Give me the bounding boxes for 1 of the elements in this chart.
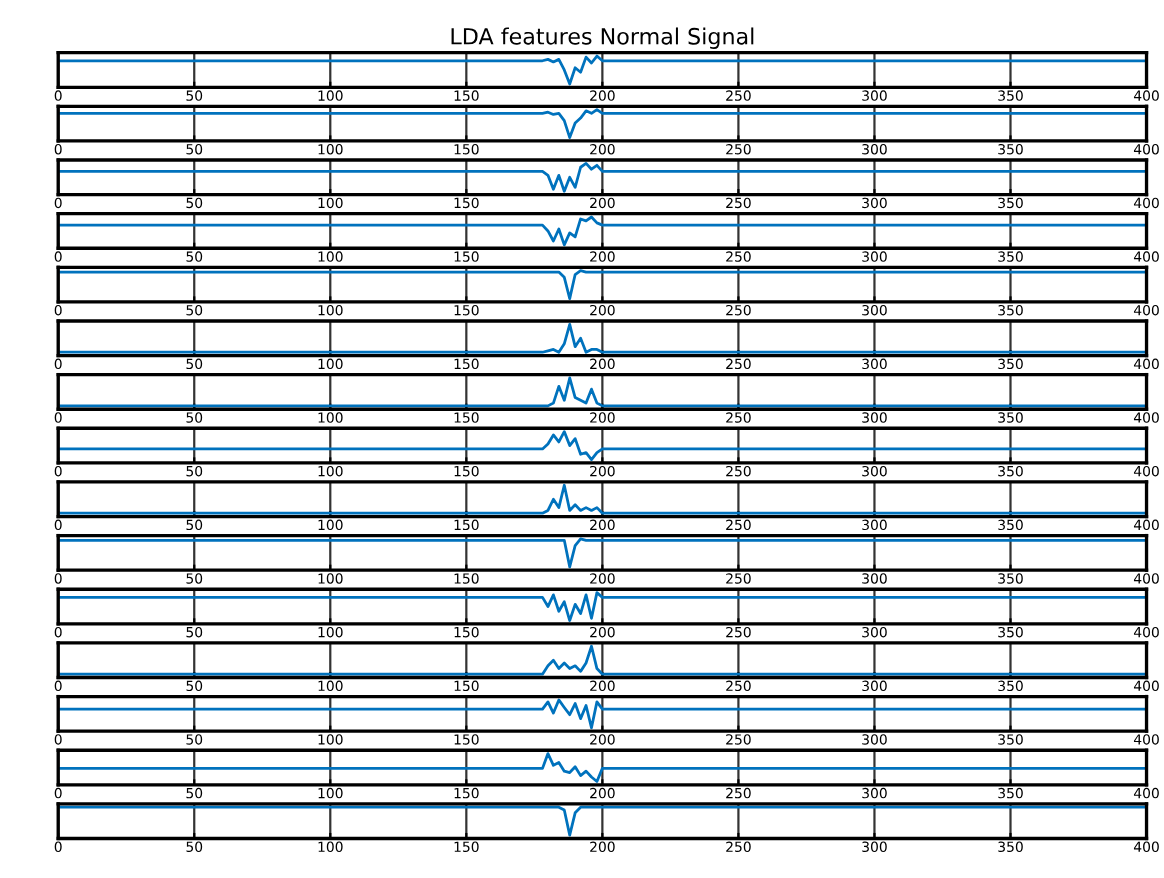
chart-title: LDA features Normal Signal xyxy=(451,27,754,49)
